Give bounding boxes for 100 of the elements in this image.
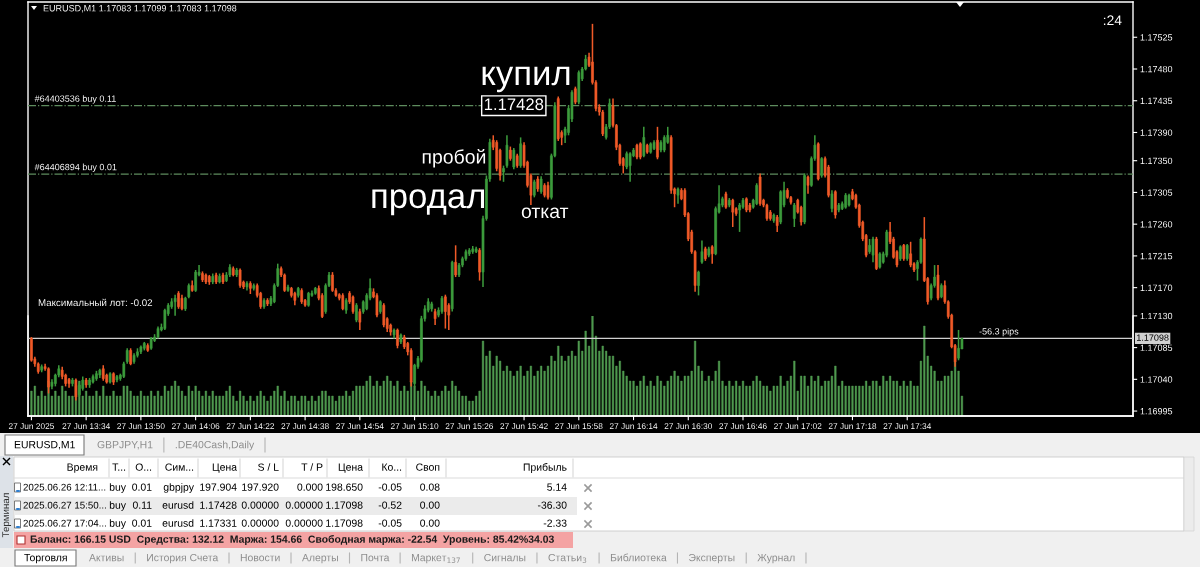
candlestick bbox=[201, 270, 204, 283]
candlestick bbox=[700, 239, 704, 265]
y-tick-label: 1.17480 bbox=[1140, 65, 1173, 73]
x-tick-label: 27 Jun 15:58 bbox=[555, 423, 603, 430]
text: -0.52 bbox=[378, 501, 402, 509]
category-label: Библиотека bbox=[610, 553, 667, 562]
annotation: откат bbox=[521, 207, 569, 219]
text: eurusd bbox=[162, 519, 194, 527]
candlestick bbox=[868, 238, 871, 255]
text: 0.00000 bbox=[241, 501, 279, 509]
text: 0.00000 bbox=[285, 519, 323, 527]
text: eurusd bbox=[162, 501, 194, 509]
x-tick-label: 27 Jun 17:02 bbox=[774, 423, 822, 430]
annotation: продал bbox=[372, 189, 485, 216]
category-label: Новости bbox=[240, 554, 280, 562]
annotation: купил bbox=[482, 66, 570, 93]
candlestick bbox=[88, 377, 91, 389]
category-label: Журнал bbox=[757, 554, 795, 564]
candlestick bbox=[786, 187, 789, 200]
candlestick bbox=[478, 247, 481, 282]
category-label: О... bbox=[135, 463, 152, 471]
text: 197.920 bbox=[242, 483, 279, 491]
y-tick-label: 1.17390 bbox=[1140, 129, 1173, 136]
y-tick-label: 1.17040 bbox=[1140, 376, 1173, 383]
candlestick bbox=[803, 172, 806, 225]
candlestick bbox=[792, 202, 796, 228]
text: 1.17331 bbox=[200, 519, 237, 527]
candlestick bbox=[266, 297, 269, 307]
candlestick bbox=[909, 241, 912, 268]
candlestick bbox=[940, 282, 943, 299]
text: 2025.06.27 15:50... bbox=[23, 501, 106, 509]
y-tick-label: 1.17130 bbox=[1140, 312, 1173, 320]
candlestick bbox=[454, 244, 457, 278]
y-tick-label: 1.17260 bbox=[1140, 221, 1173, 228]
x-tick-label: 27 Jun 15:42 bbox=[500, 423, 548, 430]
text: 1.17098 bbox=[326, 519, 363, 527]
text: buy bbox=[109, 483, 126, 493]
candlestick bbox=[331, 271, 334, 293]
candlestick bbox=[314, 286, 317, 296]
candlestick bbox=[727, 197, 731, 209]
annotation: :24 bbox=[1103, 15, 1122, 25]
candlestick bbox=[755, 182, 759, 206]
candlestick bbox=[738, 202, 741, 233]
candlestick bbox=[358, 308, 362, 331]
candlestick bbox=[871, 236, 875, 264]
category-label: Алерты bbox=[302, 554, 338, 564]
candlestick bbox=[834, 189, 837, 220]
category-label: Сигналы bbox=[484, 553, 526, 562]
text: -36.30 bbox=[537, 501, 567, 509]
text: buy bbox=[109, 519, 126, 529]
text: 1.17428 bbox=[200, 501, 237, 509]
x-tick-label: 27 Jun 13:50 bbox=[117, 423, 165, 430]
candlestick bbox=[830, 189, 834, 213]
annotation: пробой bbox=[422, 149, 486, 168]
candlestick bbox=[129, 347, 132, 366]
candlestick bbox=[844, 192, 847, 210]
annotation: Максимальный лот: -0.02 bbox=[38, 298, 153, 307]
text: gbpjpy bbox=[163, 483, 194, 493]
candlestick bbox=[502, 164, 505, 183]
text: 0.00 bbox=[420, 519, 440, 527]
text: 0.00000 bbox=[241, 519, 279, 527]
candlestick bbox=[112, 371, 115, 386]
candlestick bbox=[194, 269, 197, 293]
y-tick-label: 1.17525 bbox=[1140, 34, 1173, 41]
text: 197.904 bbox=[200, 483, 237, 491]
category-label: GBPJPY,H1 bbox=[97, 440, 153, 450]
category-label: .DE40Cash,Daily bbox=[175, 440, 255, 451]
category-label: S / L bbox=[258, 463, 279, 471]
x-tick-label: 27 Jun 15:10 bbox=[390, 423, 439, 430]
ref-line-label: #64403536 buy 0.11 bbox=[34, 95, 116, 104]
candlestick bbox=[656, 126, 659, 161]
text: 2025.06.27 17:04... bbox=[23, 519, 106, 527]
chart-title: EURUSD,M1 1.17083 1.17099 1.17083 1.17098 bbox=[43, 5, 237, 13]
category-label: Эксперты bbox=[689, 553, 735, 564]
y-tick-label: 1.17170 bbox=[1140, 284, 1173, 291]
ref-line-label: #64406894 buy 0.01 bbox=[34, 163, 117, 173]
candlestick bbox=[249, 280, 252, 295]
candlestick bbox=[430, 300, 434, 313]
category-label: Своп bbox=[416, 463, 440, 471]
y-tick-label: 1.17350 bbox=[1140, 157, 1173, 165]
candlestick bbox=[396, 327, 399, 350]
text: -2.33 bbox=[543, 519, 567, 527]
text: 0.01 bbox=[132, 483, 152, 491]
candlestick bbox=[218, 272, 221, 285]
candlestick bbox=[899, 244, 902, 262]
text: 2025.06.26 12:11... bbox=[23, 483, 106, 491]
category-label: Активы bbox=[89, 554, 124, 562]
candlestick bbox=[509, 145, 512, 162]
candlestick bbox=[628, 151, 632, 183]
x-tick-label: 27 Jun 2025 bbox=[8, 423, 55, 430]
candlestick bbox=[379, 299, 382, 315]
category-label: Почта bbox=[361, 554, 390, 562]
candlestick bbox=[574, 85, 577, 106]
category-label: Маркет$_{137}$ bbox=[411, 553, 460, 564]
category-label: Цена bbox=[338, 463, 363, 473]
candlestick bbox=[71, 377, 74, 388]
text: buy bbox=[109, 501, 126, 511]
candlestick bbox=[375, 292, 379, 319]
candlestick bbox=[639, 141, 642, 161]
candlestick bbox=[806, 174, 810, 195]
